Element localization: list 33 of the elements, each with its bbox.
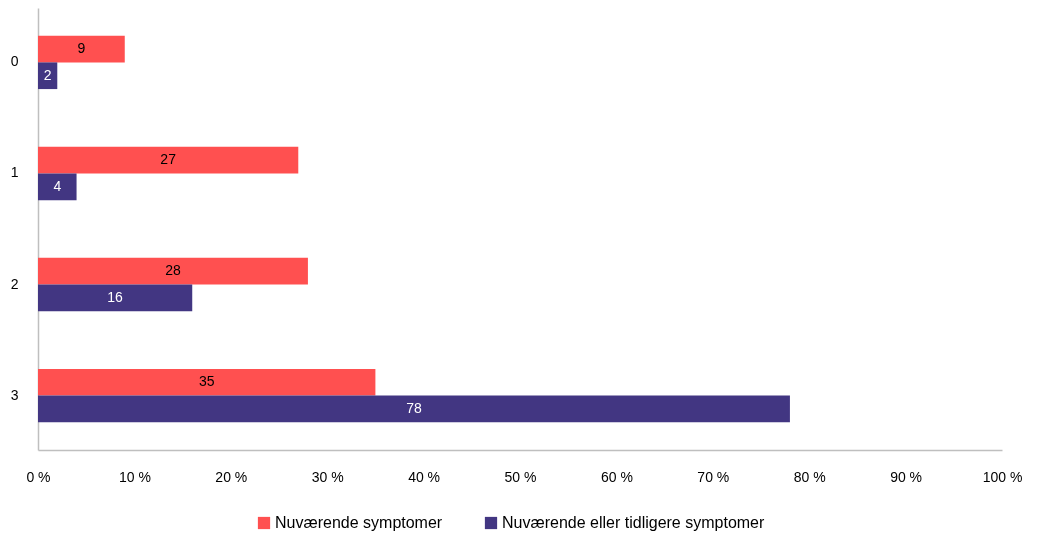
data-label: 9 [77, 40, 86, 57]
data-label: 2 [43, 66, 52, 83]
x-tick-label: 60 % [600, 468, 633, 485]
bar [38, 146, 299, 174]
bar [38, 284, 193, 312]
x-tick-label: 50 % [504, 468, 537, 485]
data-label: 4 [53, 177, 62, 194]
bar [38, 368, 376, 396]
data-label: 78 [406, 399, 422, 416]
x-tick-label: 70 % [697, 468, 730, 485]
legend-label: Nuværende symptomer [275, 514, 443, 531]
data-label: 27 [160, 151, 177, 168]
bar [38, 62, 58, 90]
legend-label: Nuværende eller tidligere symptomer [502, 514, 765, 531]
x-tick-label: 0 % [26, 468, 51, 485]
x-tick-label: 40 % [408, 468, 441, 485]
x-tick-label: 20 % [215, 468, 248, 485]
y-tick-label: 0 [10, 53, 19, 70]
x-tick-label: 10 % [118, 468, 151, 485]
y-tick-label: 1 [10, 164, 19, 181]
bar [38, 173, 77, 201]
bar [38, 395, 790, 423]
y-tick-label: 2 [10, 275, 19, 292]
data-label: 28 [165, 262, 181, 279]
bar [38, 257, 308, 285]
data-label: 16 [107, 288, 124, 305]
x-tick-label: 80 % [793, 468, 826, 485]
x-tick-label: 30 % [311, 468, 344, 485]
y-tick-label: 3 [10, 386, 19, 403]
x-tick-label: 90 % [890, 468, 923, 485]
bar [38, 35, 125, 63]
x-tick-label: 100 % [982, 468, 1023, 485]
data-label: 35 [198, 373, 215, 390]
